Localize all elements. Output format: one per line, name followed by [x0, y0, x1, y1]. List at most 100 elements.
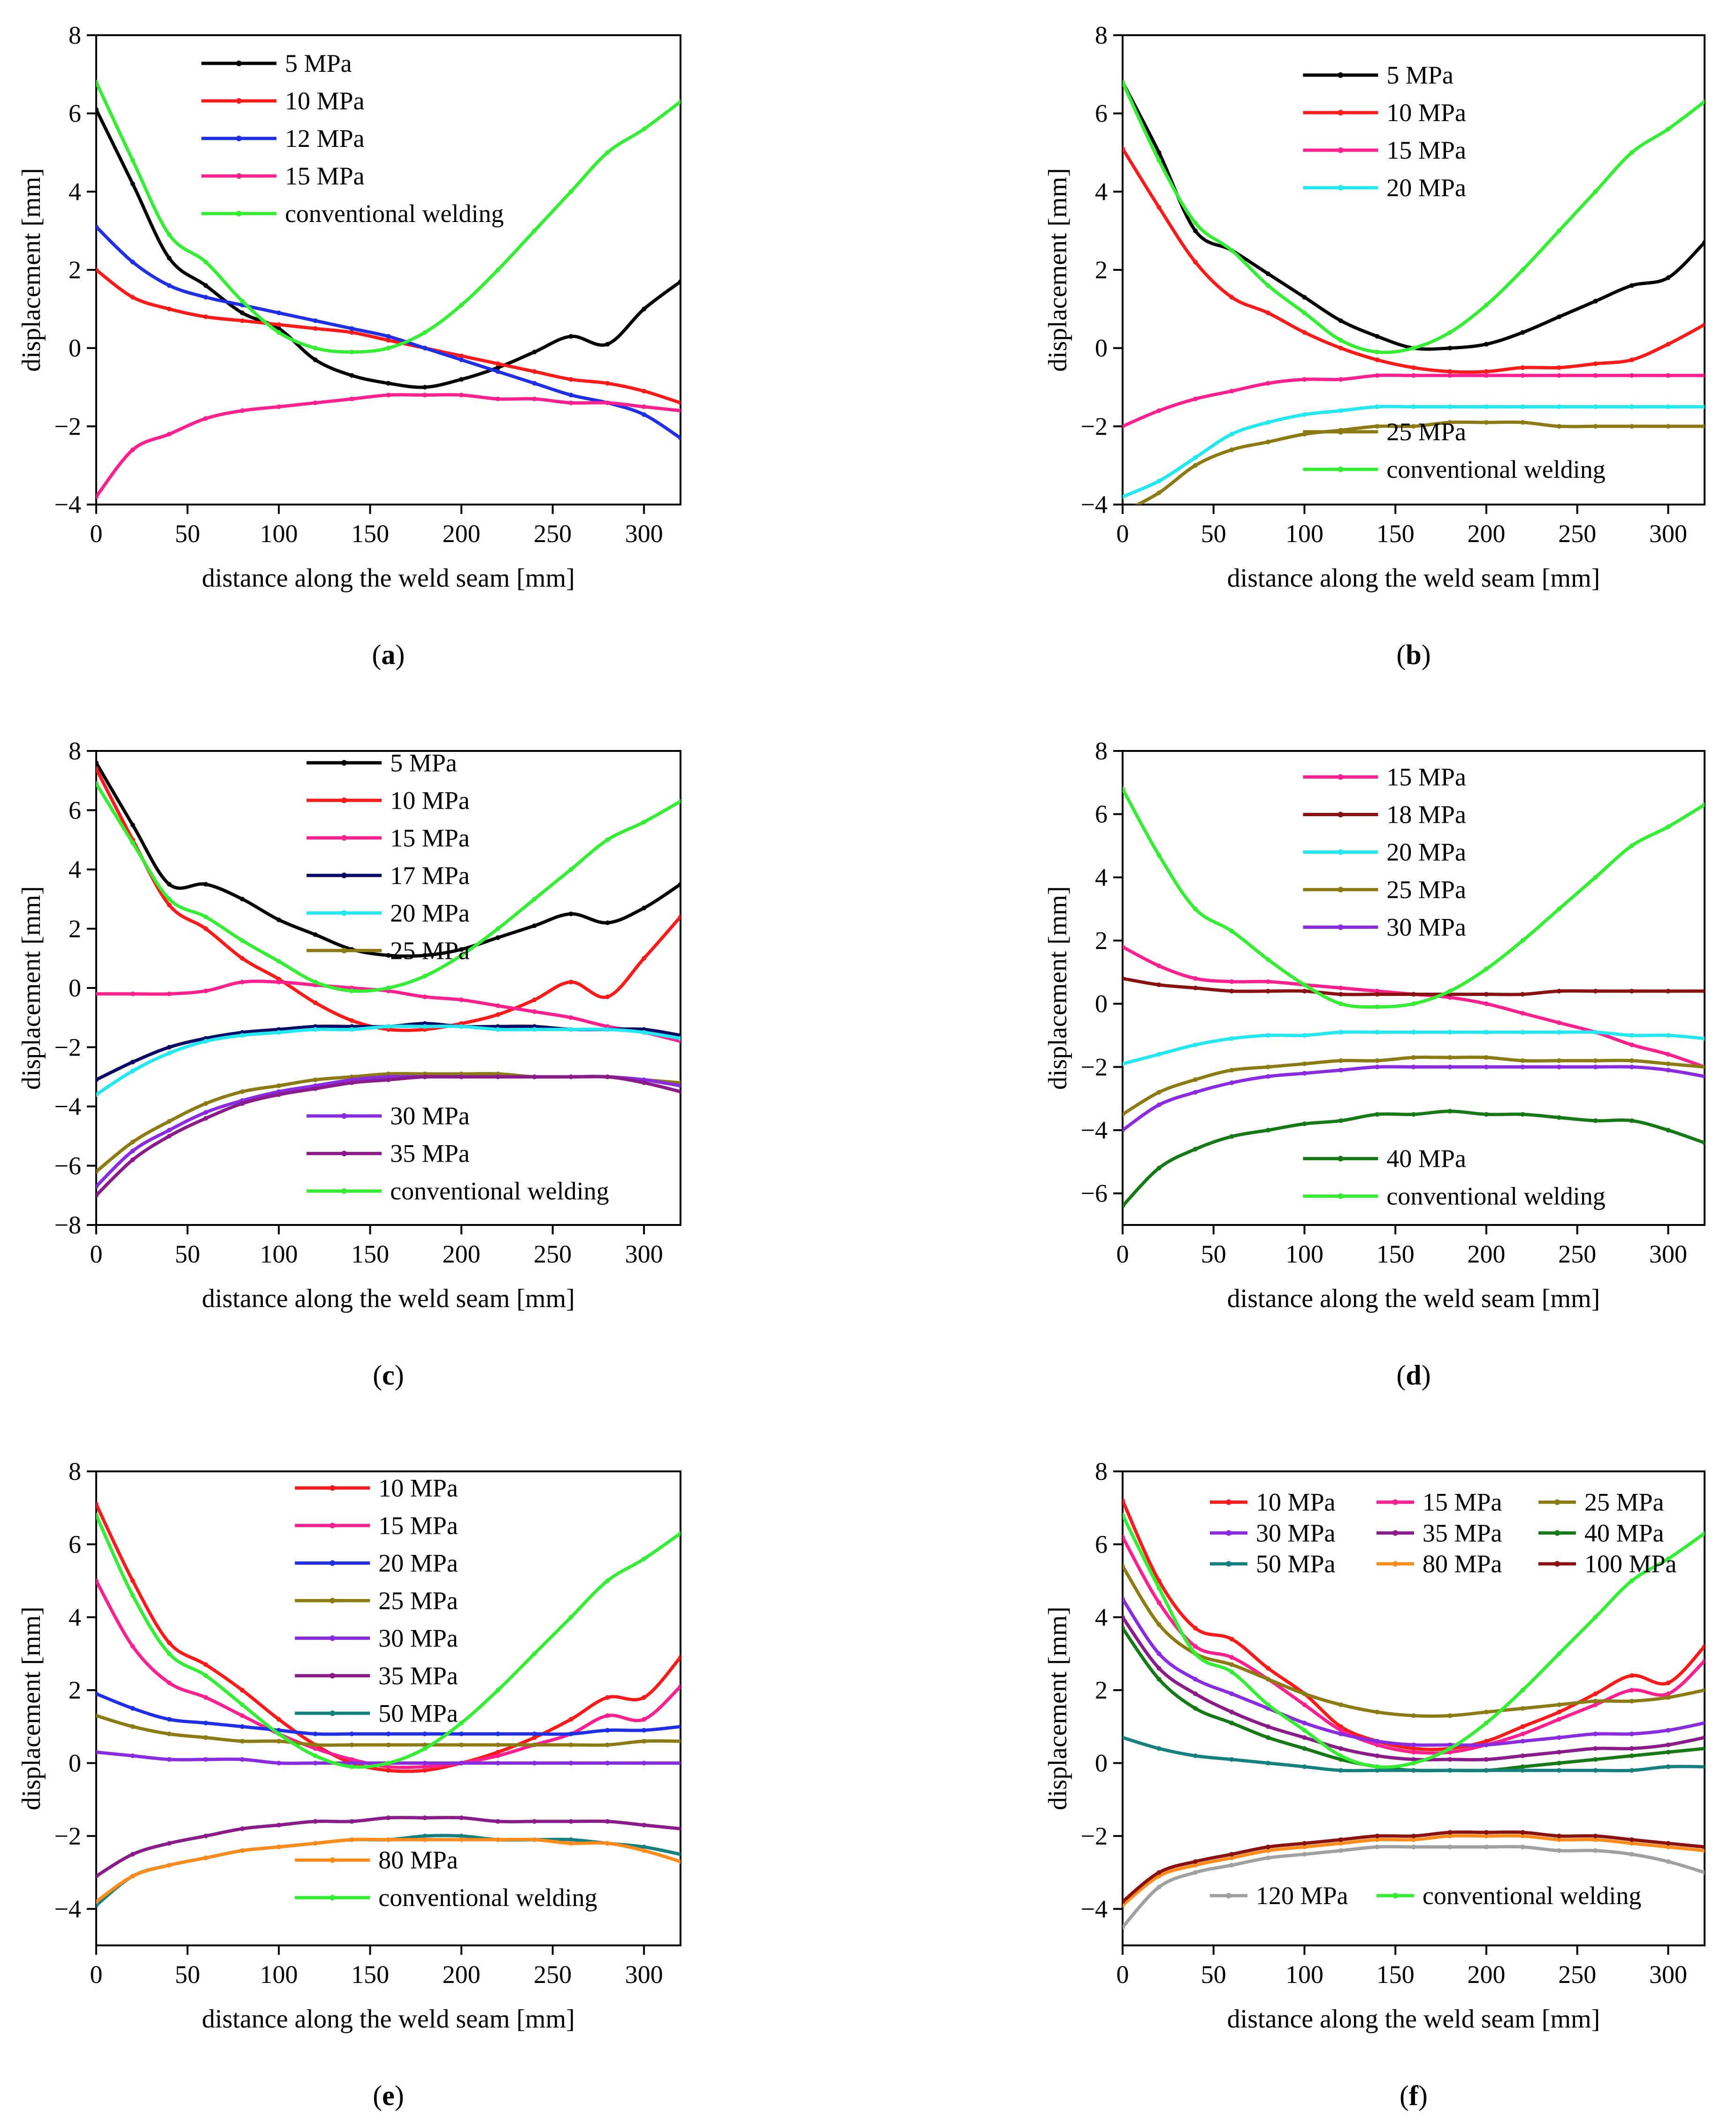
data-point [642, 306, 647, 312]
data-point [1666, 1742, 1671, 1747]
data-point [678, 1531, 681, 1536]
data-point [1375, 404, 1380, 409]
data-point [459, 1742, 464, 1747]
data-point [1557, 365, 1561, 370]
data-point [276, 1092, 282, 1097]
data-point [532, 896, 537, 902]
data-point [532, 1837, 537, 1842]
data-point [96, 1691, 99, 1696]
x-tick-label: 0 [1117, 520, 1129, 548]
data-point [1193, 1859, 1198, 1864]
series-line-conventional-welding [1123, 80, 1705, 354]
data-point [349, 330, 354, 335]
legend-marker [329, 1635, 336, 1641]
data-point [313, 1027, 318, 1032]
data-point [1557, 1750, 1561, 1755]
data-point [313, 1819, 318, 1824]
data-point [532, 997, 537, 1003]
data-point [386, 953, 391, 958]
data-point [1123, 944, 1125, 949]
data-point [642, 1695, 647, 1700]
data-point [1229, 432, 1234, 436]
data-point [568, 1027, 574, 1032]
data-point [130, 181, 135, 186]
x-axis-label: distance along the weld seam [mm] [1227, 564, 1600, 593]
data-point [1266, 1855, 1270, 1860]
data-point [568, 400, 574, 406]
data-point [1229, 1863, 1234, 1868]
data-point [459, 1815, 464, 1821]
data-point [1411, 424, 1416, 429]
legend-marker [1226, 1561, 1231, 1567]
data-point [495, 1837, 500, 1842]
data-point [605, 1074, 610, 1079]
data-point [1123, 1899, 1125, 1904]
data-point [422, 1731, 428, 1737]
legend-label: 20 MPa [390, 899, 470, 927]
legend-marker [1554, 1530, 1560, 1536]
data-point [1229, 1852, 1234, 1857]
y-tick-label: 4 [69, 177, 81, 206]
legend-label: 35 MPa [378, 1661, 458, 1690]
data-point [1557, 1651, 1561, 1656]
data-point [313, 357, 318, 362]
data-point [313, 1000, 318, 1005]
data-point [678, 1859, 681, 1864]
legend: 15 MPa 18 MPa 20 MPa 25 MPa 30 MPa 40 MPa conv… [1303, 763, 1606, 1210]
data-point [167, 432, 172, 436]
data-point [240, 1101, 245, 1106]
legend-marker [329, 1857, 336, 1863]
data-point [532, 1760, 537, 1766]
data-point [1666, 1728, 1671, 1733]
data-point [1702, 99, 1705, 104]
data-point [1123, 1534, 1125, 1539]
data-point [1338, 345, 1343, 351]
data-point [96, 268, 99, 272]
caption-open: ( [1396, 1360, 1406, 1391]
data-point [1229, 988, 1234, 994]
data-point [1702, 1735, 1705, 1740]
data-point [1629, 283, 1634, 288]
y-tick-label: 6 [69, 1530, 81, 1558]
data-point [167, 1119, 172, 1124]
data-point [678, 1760, 681, 1766]
y-tick-label: −4 [54, 1093, 81, 1121]
data-point [1593, 988, 1598, 994]
data-point [1447, 1757, 1453, 1762]
series-line-17-mpa [96, 1022, 681, 1082]
data-point [1520, 1764, 1525, 1769]
data-point [1156, 490, 1162, 495]
data-point [130, 840, 135, 845]
legend-marker [341, 872, 347, 879]
y-axis-label: displacement [mm] [1043, 168, 1072, 372]
data-point [1411, 1064, 1416, 1070]
data-point [349, 1760, 354, 1766]
legend-marker [1338, 429, 1344, 435]
data-point [1123, 1203, 1125, 1209]
data-point [1666, 1764, 1671, 1769]
data-point [1484, 1738, 1489, 1744]
data-point [167, 1651, 172, 1656]
data-point [1302, 377, 1307, 382]
data-point [495, 365, 500, 370]
legend-label: conventional welding [1386, 1182, 1605, 1210]
data-point [678, 1852, 681, 1857]
data-point [167, 283, 172, 288]
data-point [1520, 330, 1525, 335]
data-point [1702, 1064, 1705, 1070]
legend-marker [1338, 72, 1344, 78]
data-point [1302, 1841, 1307, 1846]
data-point [1593, 361, 1598, 366]
legend-label: 10 MPa [378, 1474, 458, 1502]
data-point [642, 1080, 647, 1085]
data-point [678, 1036, 681, 1041]
legend: 10 MPa 15 MPa 20 MPa 25 MPa 30 MPa 35 MPa 50 M… [295, 1474, 597, 1912]
data-point [1629, 1841, 1634, 1846]
data-point [532, 1074, 537, 1079]
data-point [678, 1724, 681, 1729]
data-point [1375, 1753, 1380, 1758]
data-point [386, 345, 391, 351]
data-point [240, 1848, 245, 1853]
legend-label: 50 MPa [1256, 1550, 1336, 1578]
data-point [130, 158, 135, 163]
